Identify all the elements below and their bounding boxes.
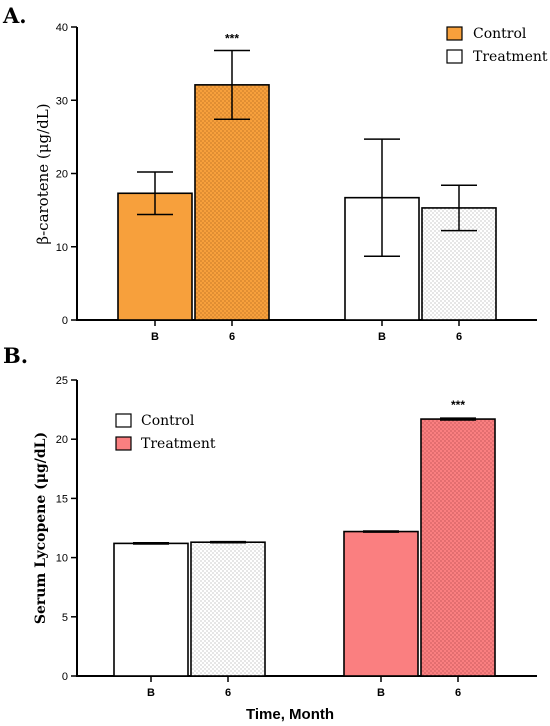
error-bar-b-treatment-B	[363, 530, 399, 533]
significance-marker-a: ***	[225, 31, 239, 45]
x-tick-label-b-3: 6	[455, 687, 461, 699]
plot-area-a: 0 10 20 30 40 B *** 6 B 6	[56, 22, 537, 343]
y-tick-label-a-1: 10	[56, 242, 68, 254]
x-tick-label-b-2: B	[377, 687, 385, 699]
bar-b-treatment-6	[420, 418, 496, 677]
x-tick-label-b-1: 6	[225, 687, 231, 699]
error-bar-b-control-6	[210, 540, 246, 544]
x-tick-label-a-1: 6	[229, 331, 235, 343]
panel-label-b: B.	[3, 343, 28, 368]
panel-label-a: A.	[2, 3, 27, 28]
legend-label-treatment-a: Treatment	[473, 49, 548, 65]
plot-area-b: 0 5 10 15 20 25 B 6 B *** 6	[56, 375, 537, 699]
error-bar-a-treatment-B	[364, 138, 400, 258]
error-bar-b-treatment-6	[440, 417, 476, 421]
y-tick-label-a-3: 30	[56, 95, 68, 107]
error-bar-a-treatment-6	[441, 184, 477, 232]
error-bar-a-control-B	[137, 171, 173, 216]
y-axis-title-a: β-carotene (μg/dL)	[34, 103, 52, 244]
x-tick-label-a-0: B	[151, 331, 159, 343]
legend-label-treatment-b: Treatment	[141, 436, 216, 452]
y-tick-label-b-0: 0	[62, 671, 68, 683]
bar-b-control-6	[190, 541, 266, 677]
y-tick-label-b-4: 20	[56, 434, 68, 446]
error-bar-b-control-B	[133, 542, 169, 545]
y-tick-label-b-5: 25	[56, 375, 68, 387]
error-bar-a-control-6	[214, 49, 250, 121]
legend-label-control-a: Control	[473, 26, 527, 42]
bar-b-control-B	[113, 542, 189, 677]
legend-swatch-control-a	[446, 26, 463, 41]
panel-b: B. Serum Lycopene (μg/dL) Time, Month 0 5…	[3, 343, 537, 723]
y-tick-label-b-1: 5	[62, 612, 68, 624]
x-tick-label-b-0: B	[147, 687, 155, 699]
legend-b: Control Treatment	[115, 413, 216, 452]
y-tick-label-a-2: 20	[56, 169, 68, 181]
legend-swatch-treatment-b	[115, 436, 132, 451]
y-tick-label-b-2: 10	[56, 553, 68, 565]
legend-swatch-treatment-a	[446, 49, 463, 64]
y-tick-label-b-3: 15	[56, 493, 68, 505]
legend-swatch-control-b	[115, 413, 132, 428]
legend-a: Control Treatment	[446, 26, 548, 65]
y-tick-label-a-0: 0	[62, 315, 68, 327]
y-axis-title-b: Serum Lycopene (μg/dL)	[33, 432, 49, 624]
y-tick-label-a-4: 40	[56, 22, 68, 34]
bar-b-treatment-B	[343, 530, 419, 677]
x-axis-title-b: Time, Month	[246, 706, 334, 723]
panel-a: A. β-carotene (μg/dL) 0 10 20 30 40 B *** 6 B 6 C…	[2, 3, 548, 343]
bar-a-control-6	[194, 84, 270, 321]
significance-marker-b: ***	[451, 398, 465, 412]
x-tick-label-a-2: B	[378, 331, 386, 343]
x-tick-label-a-3: 6	[456, 331, 462, 343]
legend-label-control-b: Control	[141, 413, 195, 429]
